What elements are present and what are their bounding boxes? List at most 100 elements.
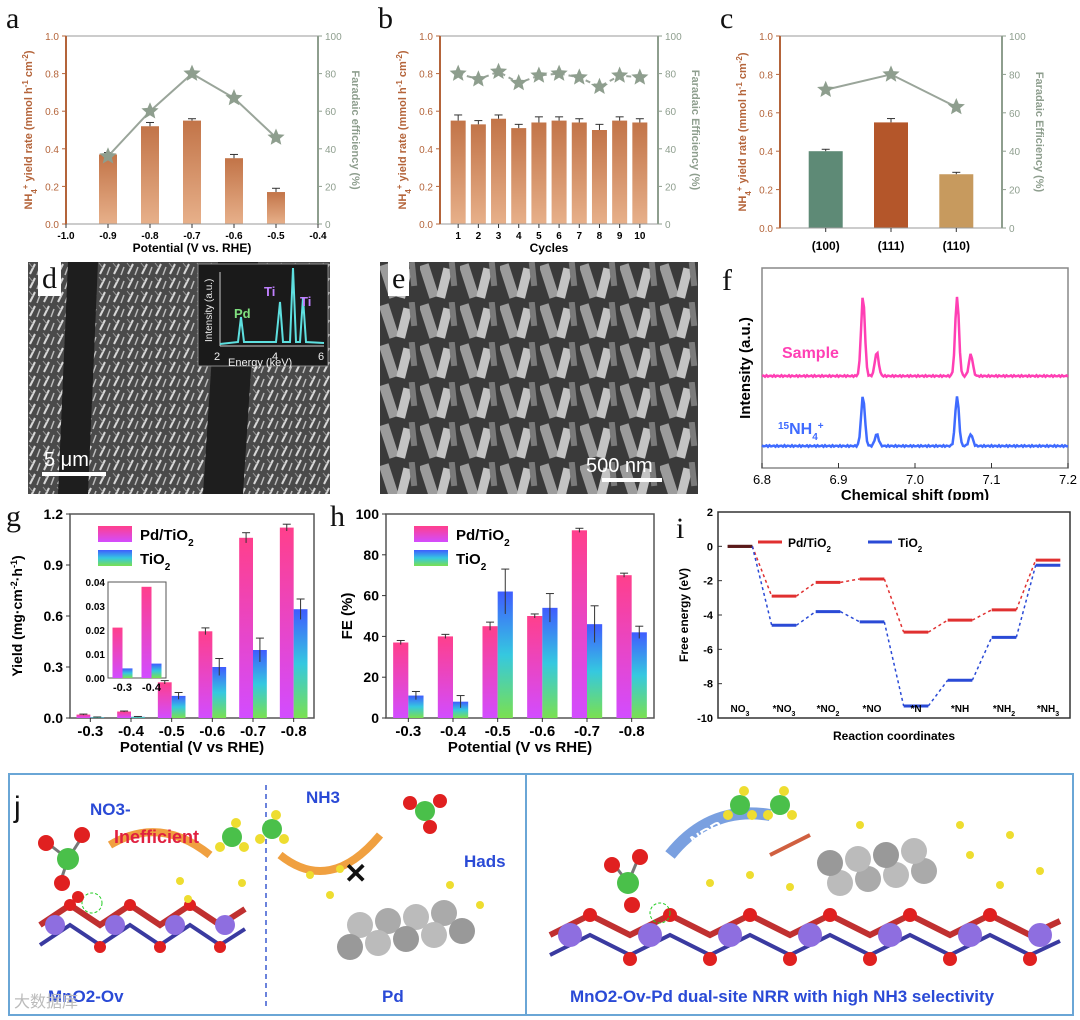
- xtick-label-a-0: -1.0: [57, 231, 75, 242]
- fe-star-b-8: [611, 66, 629, 83]
- xtick-label-h-3: -0.6: [529, 723, 555, 740]
- y2tick-label-b-5: 100: [665, 32, 682, 43]
- scale-label-e: 500 nm: [586, 455, 653, 477]
- panel-label-a: a: [6, 2, 20, 35]
- ytick-label-i-1: 0: [707, 541, 713, 553]
- xtick-label-b-0: 1: [455, 231, 461, 242]
- xtick-label-f-0: 6.8: [753, 472, 771, 487]
- bar-c-1: [874, 122, 908, 228]
- ytick-label-h-1: 20: [363, 669, 379, 685]
- ytick-label-a-3: 0.6: [45, 107, 59, 118]
- ytick-label-h-5: 100: [356, 506, 380, 522]
- panel-label-c: c: [720, 2, 734, 35]
- hads-label: Hads: [464, 852, 506, 871]
- left-caption: MnO2-Ov: [48, 987, 124, 1006]
- legend-label-g-1: TiO2: [140, 551, 171, 573]
- xtick-label-b-5: 6: [556, 231, 562, 242]
- xlabel-h: Potential (V vs RHE): [448, 739, 592, 756]
- connector-0-5: [971, 609, 993, 621]
- y2tick-label-a-5: 100: [325, 32, 342, 43]
- fe-star-b-4: [530, 66, 548, 83]
- connector-0-6: [1015, 559, 1037, 611]
- ytick-label-a-2: 0.4: [45, 145, 59, 156]
- xtick-label-g-4: -0.7: [240, 723, 266, 740]
- bar-b-5: [551, 120, 567, 224]
- fe-star-a-3: [225, 89, 243, 106]
- xtick-label-g-1: -0.4: [118, 723, 145, 740]
- fe-star-a-4: [267, 128, 285, 145]
- xtick-label-i-0: NO3: [731, 704, 750, 718]
- xtick-label-i-1: *NO3: [773, 704, 796, 718]
- fe-line-b: [457, 70, 640, 88]
- panel-label-i: i: [676, 512, 685, 545]
- y2label-a: Faradaic efficiency (%): [349, 70, 360, 190]
- fe-star-a-1: [141, 102, 159, 119]
- bar-a-2: [183, 120, 201, 224]
- xtick-label-c-0: (100): [812, 239, 840, 253]
- connector-1-3: [883, 621, 905, 707]
- xtick-label-f-1: 6.9: [829, 472, 847, 487]
- fe-star-c-0: [817, 80, 835, 97]
- ytick-label-a-5: 1.0: [45, 32, 59, 43]
- ytick-label-b-0: 0.0: [419, 220, 433, 231]
- xtick-label-a-5: -0.5: [267, 231, 285, 242]
- ytick-label-i-0: 2: [707, 507, 713, 519]
- right-caption: MnO2-Ov-Pd dual-site NRR with high NH3 s…: [570, 987, 995, 1006]
- ytick-label-b-1: 0.2: [419, 182, 433, 193]
- fe-star-b-5: [550, 64, 568, 81]
- chart-h-fe-bars: -0.3 -0.4 -0.5 -0.6 -0.7 -0.8 0 20 40 60 80 100 Pote…: [339, 506, 655, 756]
- ytick-label-g-4: 1.2: [44, 506, 64, 522]
- bar-h-1-1: [453, 701, 469, 718]
- legend-15nh4: 15NH4+: [778, 421, 824, 443]
- mno2-pd-lattice: [548, 902, 1062, 966]
- ytick-label-c-1: 0.2: [759, 186, 773, 197]
- nmr-series-0: [761, 296, 1069, 379]
- plot-frame-i: [717, 511, 1071, 719]
- inset-ytick-3: 0.03: [86, 602, 106, 613]
- y2tick-label-b-2: 40: [665, 145, 677, 156]
- xtick-label-g-5: -0.8: [281, 723, 307, 740]
- ytick-label-g-3: 0.9: [44, 557, 64, 573]
- xlabel-g: Potential (V vs RHE): [120, 739, 264, 756]
- panel-label-f: f: [722, 264, 732, 297]
- connector-1-0: [751, 546, 773, 626]
- fe-star-b-7: [590, 77, 608, 94]
- bar-h-1-2: [497, 591, 513, 718]
- chart-c-facet-yield: 0.0 0.2 0.4 0.6 0.8 1.0 0 20 40 60 80 100 (100) (111)…: [735, 32, 1046, 253]
- scale-label-d: 5 μm: [44, 449, 89, 471]
- bar-g-1-1: [131, 716, 145, 718]
- xtick-label-a-4: -0.6: [225, 231, 243, 242]
- ytick-label-i-5: -8: [703, 679, 713, 691]
- legend-sample: Sample: [782, 345, 839, 362]
- xtick-label-c-1: (111): [878, 239, 905, 253]
- xtick-label-i-7: *NH3: [1037, 704, 1059, 718]
- ytick-label-i-4: -6: [703, 644, 713, 656]
- legend-swatch-g-0: [98, 526, 132, 542]
- xtick-label-b-4: 5: [536, 231, 542, 242]
- fe-star-a-2: [183, 64, 201, 81]
- sem-image-d: 5 μm Pd Ti Ti 2 4 6 Energy (keV) Intensi…: [28, 262, 330, 494]
- scale-bar-e: [602, 478, 662, 482]
- bar-h-1-4: [587, 624, 603, 718]
- nitrate-molecule: [38, 827, 90, 903]
- panel-label-d: d: [38, 262, 61, 296]
- inset-ytick-1: 0.01: [86, 650, 106, 661]
- fe-star-b-6: [570, 68, 588, 85]
- xtick-label-h-1: -0.4: [440, 723, 467, 740]
- ytick-label-a-1: 0.2: [45, 182, 59, 193]
- bar-h-1-3: [542, 607, 558, 718]
- xtick-label-b-9: 10: [634, 231, 646, 242]
- nh3-molecule-left: [215, 818, 249, 852]
- bar-b-7: [591, 130, 607, 224]
- ytick-label-h-0: 0: [371, 710, 379, 726]
- sem-image-e: 500 nm: [380, 262, 698, 494]
- nh3-label: NH3: [306, 788, 340, 807]
- fe-star-b-1: [469, 70, 487, 87]
- bar-a-4: [267, 192, 285, 224]
- chart-a-yield-vs-potential: 0.0 0.2 0.4 0.6 0.8 1.0 0 20 40 60 80 100 -1.0 -0.9 -0…: [21, 32, 361, 255]
- ytick-label-c-2: 0.4: [759, 147, 773, 158]
- y2tick-label-c-1: 20: [1009, 186, 1021, 197]
- xtick-label-a-1: -0.9: [99, 231, 117, 242]
- nmr-series-1: [761, 396, 1068, 449]
- ylabel-b: NH4+ yield rate (mmol h-1 cm-2): [395, 50, 413, 209]
